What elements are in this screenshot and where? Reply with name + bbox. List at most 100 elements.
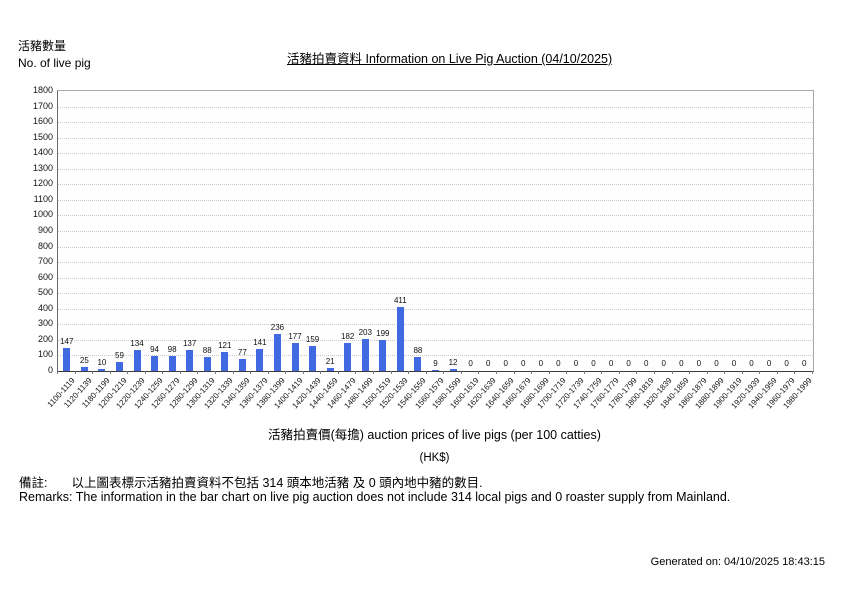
bar	[414, 357, 422, 371]
x-tick-label: 1580-1599	[430, 376, 463, 411]
y-tick-label: 1500	[32, 131, 53, 142]
x-tick-label: 1200-1219	[96, 376, 130, 411]
bar	[221, 352, 229, 371]
bar-value-label: 0	[801, 359, 807, 368]
x-tick-label: 1440-1459	[307, 376, 340, 411]
bar	[309, 346, 317, 371]
bar	[98, 369, 106, 371]
gridline	[58, 308, 813, 310]
bar-value-label: 0	[784, 359, 789, 368]
bar-value-label: 0	[661, 359, 666, 368]
x-tick-label: 1980-1999	[781, 376, 814, 411]
y-tick-label: 1000	[32, 209, 53, 220]
bar-value-label: 0	[468, 359, 473, 368]
bar-value-label: 147	[60, 337, 74, 346]
gridline	[58, 339, 813, 341]
x-tick-label: 1600-1619	[448, 376, 481, 411]
bar	[256, 349, 264, 371]
bar	[344, 343, 352, 371]
bar-value-label: 0	[714, 359, 719, 368]
chart-title: 活豬拍賣資料 Information on Live Pig Auction (…	[287, 52, 613, 66]
gridline	[58, 153, 813, 155]
x-tick-label: 1680-1699	[518, 376, 551, 411]
bar-value-label: 121	[218, 341, 232, 350]
y-axis-labels: 0 100 200 300 400 500 600 700 800 900 1000 1100 1200…	[9, 86, 53, 375]
bar	[326, 368, 334, 371]
gridline	[58, 293, 813, 295]
y-tick-label: 1800	[32, 85, 53, 95]
x-tick-label: 1840-1859	[658, 376, 692, 411]
x-tick-label: 1400-1419	[272, 376, 305, 411]
x-tick-label: 1780-1799	[606, 376, 639, 411]
gridline	[58, 137, 813, 139]
x-tick-label: 1820-1839	[641, 376, 674, 411]
x-tick-label: 1700-1719	[535, 376, 569, 411]
bar-value-label: 0	[766, 359, 772, 368]
bar-value-label: 98	[167, 345, 177, 354]
bar	[449, 369, 457, 371]
bar-value-label: 0	[538, 359, 544, 368]
bar-value-label: 203	[358, 328, 372, 337]
bar-value-label: 25	[79, 356, 89, 365]
gridline	[58, 168, 813, 170]
bar-value-label: 0	[503, 359, 508, 368]
y-tick-label: 400	[37, 302, 53, 313]
x-tick-label: 1500-1519	[360, 376, 393, 411]
y-tick-label: 0	[47, 365, 53, 375]
x-tick-label: 1520-1539	[377, 376, 411, 411]
bar-value-label: 88	[202, 346, 212, 355]
x-tick-label: 1960-1979	[764, 376, 797, 411]
x-tick-label: 1300-1319	[184, 376, 217, 411]
x-axis-title: 活豬拍賣價(每擔) auction prices of live pigs (p…	[268, 428, 601, 442]
bar-value-label: 9	[433, 359, 438, 368]
bar	[273, 334, 281, 371]
gridline	[58, 215, 813, 217]
bar-value-label: 77	[237, 348, 247, 357]
gridline	[58, 106, 813, 108]
gridline	[58, 122, 813, 124]
bar-value-label: 182	[341, 332, 355, 341]
bar-value-label: 0	[643, 359, 649, 368]
y-axis-caption-zh: 活豬數量	[18, 39, 67, 53]
x-tick-label: 1560-1579	[412, 376, 446, 411]
bar	[238, 359, 246, 371]
remark-zh-text: 以上圖表標示活豬拍賣資料不包括 314 頭本地活豬 及 0 頭內地中豬的數目.	[71, 476, 483, 490]
bar	[361, 339, 369, 371]
y-tick-label: 100	[37, 349, 53, 360]
bar-value-label: 12	[448, 358, 458, 367]
x-tick-label: 1880-1899	[693, 376, 727, 411]
bar-value-label: 0	[679, 359, 684, 368]
x-tick-label: 1240-1259	[131, 376, 165, 411]
bar-value-label: 0	[696, 359, 702, 368]
bar	[168, 356, 176, 371]
x-tick-label: 1380-1399	[254, 376, 288, 411]
y-tick-label: 600	[37, 271, 53, 282]
bar	[151, 356, 159, 371]
x-tick-label: 1120-1139	[62, 376, 95, 410]
x-tick-label: 1460-1479	[325, 376, 358, 411]
bar-value-label: 0	[591, 359, 596, 368]
x-tick-label: 1420-1439	[289, 376, 323, 411]
gridline	[58, 199, 813, 201]
bar-value-label: 0	[749, 359, 754, 368]
x-axis-unit: (HK$)	[419, 452, 450, 464]
x-tick-label: 1760-1779	[588, 376, 621, 411]
bar-value-label: 177	[288, 332, 302, 341]
bar	[396, 307, 404, 371]
bar-value-label: 0	[626, 359, 631, 368]
gridline	[58, 262, 813, 264]
x-tick-label: 1900-1919	[711, 376, 744, 411]
bar	[186, 350, 194, 371]
y-tick-label: 1400	[32, 147, 53, 158]
x-tick-label: 1260-1279	[149, 376, 182, 411]
bar-value-label: 0	[608, 359, 614, 368]
bar-value-label: 141	[253, 338, 267, 347]
x-tick-label: 1740-1759	[570, 376, 604, 411]
gridline	[58, 277, 813, 279]
gridline	[58, 355, 813, 357]
bar-value-label: 10	[97, 358, 107, 367]
bar	[203, 357, 211, 371]
bar-value-label: 134	[130, 339, 144, 348]
plot-area: 147 25 10 59 134 94 98 137 88 121 77 141 236 177 159 21…	[57, 90, 814, 372]
